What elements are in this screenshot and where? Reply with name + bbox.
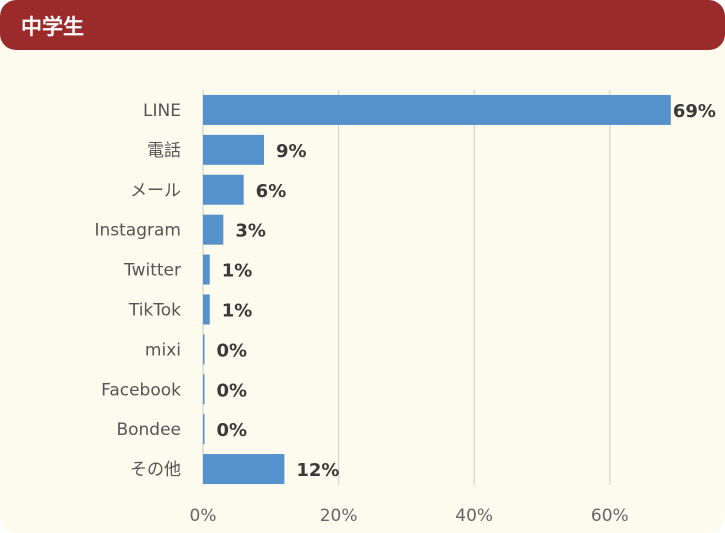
data-label: 1% (222, 261, 253, 282)
bar (203, 334, 205, 365)
bar (203, 94, 671, 125)
bar (203, 254, 210, 285)
category-label: Facebook (101, 380, 181, 400)
data-label: 0% (217, 420, 248, 441)
header-bar: 中学生 (0, 0, 725, 50)
category-label: TikTok (128, 300, 181, 320)
data-label: 9% (276, 141, 307, 162)
bar (203, 134, 265, 165)
x-tick-label: 60% (591, 506, 629, 526)
category-label: 電話 (147, 141, 181, 161)
bar (203, 414, 205, 445)
data-label: 6% (256, 181, 287, 202)
data-label: 0% (217, 380, 248, 401)
category-label: LINE (143, 101, 181, 121)
data-label: 3% (235, 221, 266, 242)
category-label: mixi (145, 340, 181, 360)
x-tick-label: 40% (455, 506, 493, 526)
category-label: Bondee (116, 420, 181, 440)
category-label: その他 (130, 460, 181, 480)
category-label: Twitter (123, 261, 181, 281)
data-label: 12% (296, 460, 339, 481)
bar (203, 174, 244, 205)
bar (203, 294, 210, 325)
category-label: メール (130, 181, 181, 201)
x-tick-label: 20% (320, 506, 358, 526)
data-label: 0% (217, 340, 248, 361)
bar (203, 454, 285, 485)
category-label: Instagram (95, 221, 182, 241)
bar (203, 374, 205, 405)
x-tick-label: 0% (190, 506, 217, 526)
data-label: 1% (222, 300, 253, 321)
header-title: 中学生 (21, 15, 84, 39)
bar (203, 214, 224, 245)
data-label: 69% (673, 101, 716, 122)
